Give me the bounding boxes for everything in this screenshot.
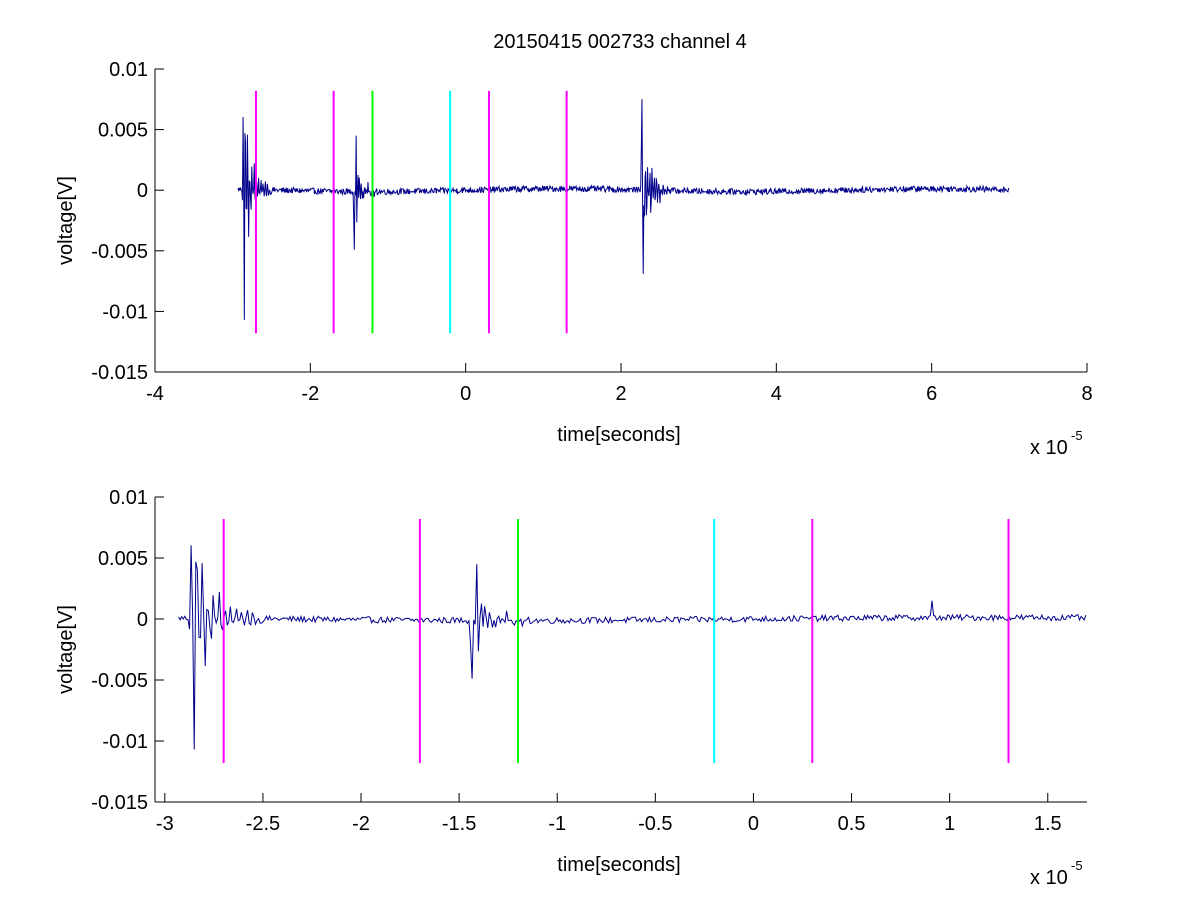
x-tick-label: -2 [301, 383, 319, 405]
axes-1: -4 -2 0 2 4 6 8 0.01 0.005 0 -0.005 -0.01 -0.015 time… [55, 59, 1093, 459]
signal-trace [237, 99, 1010, 320]
x-tick-label: 4 [771, 383, 782, 405]
y-axis-label: voltage[V] [55, 605, 77, 694]
y-tick-label: -0.015 [91, 792, 148, 814]
y-tick-label: -0.005 [91, 241, 148, 263]
x-tick-label: 1.5 [1034, 813, 1062, 835]
x-tick-label: -3 [156, 813, 174, 835]
x-tick-label: 6 [926, 383, 937, 405]
axes-2: -3 -2.5 -2 -1.5 -1 -0.5 0 0.5 1 1.5 0.01 0.005 0 -0.0… [55, 487, 1087, 889]
x-tick-label: 1 [944, 813, 955, 835]
x-tick-label: 2 [615, 383, 626, 405]
x-tick-label: 0 [748, 813, 759, 835]
y-tick-label: -0.01 [102, 301, 148, 323]
axes-layer: -4 -2 0 2 4 6 8 0.01 0.005 0 -0.005 -0.01 -0.015 time… [55, 59, 1093, 889]
y-tick-label: 0 [137, 180, 148, 202]
x-tick-label: 0.5 [838, 813, 866, 835]
y-tick-label: -0.005 [91, 670, 148, 692]
y-tick-label: 0.005 [98, 548, 148, 570]
y-tick-label: 0.005 [98, 120, 148, 142]
y-tick-label: -0.015 [91, 362, 148, 384]
y-axis-label: voltage[V] [55, 176, 77, 265]
y-tick-label: 0.01 [109, 487, 148, 509]
x-exponent-label: x 10 [1030, 867, 1068, 889]
x-exponent-power: -5 [1071, 428, 1083, 443]
x-axis-label: time[seconds] [557, 854, 680, 876]
x-exponent-power: -5 [1071, 858, 1083, 873]
y-tick-label: -0.01 [102, 731, 148, 753]
y-tick-label: 0.01 [109, 59, 148, 81]
x-tick-label: 0 [460, 383, 471, 405]
y-tick-label: 0 [137, 609, 148, 631]
x-exponent-label: x 10 [1030, 437, 1068, 459]
x-tick-label: -1 [548, 813, 566, 835]
signal-trace [178, 545, 1087, 750]
x-tick-label: -2.5 [246, 813, 280, 835]
x-axis-label: time[seconds] [557, 424, 680, 446]
x-tick-label: -2 [352, 813, 370, 835]
figure-title: 20150415 002733 channel 4 [493, 31, 747, 53]
x-tick-label: 8 [1081, 383, 1092, 405]
x-tick-label: -0.5 [638, 813, 672, 835]
x-tick-label: -1.5 [442, 813, 476, 835]
x-tick-label: -4 [146, 383, 164, 405]
